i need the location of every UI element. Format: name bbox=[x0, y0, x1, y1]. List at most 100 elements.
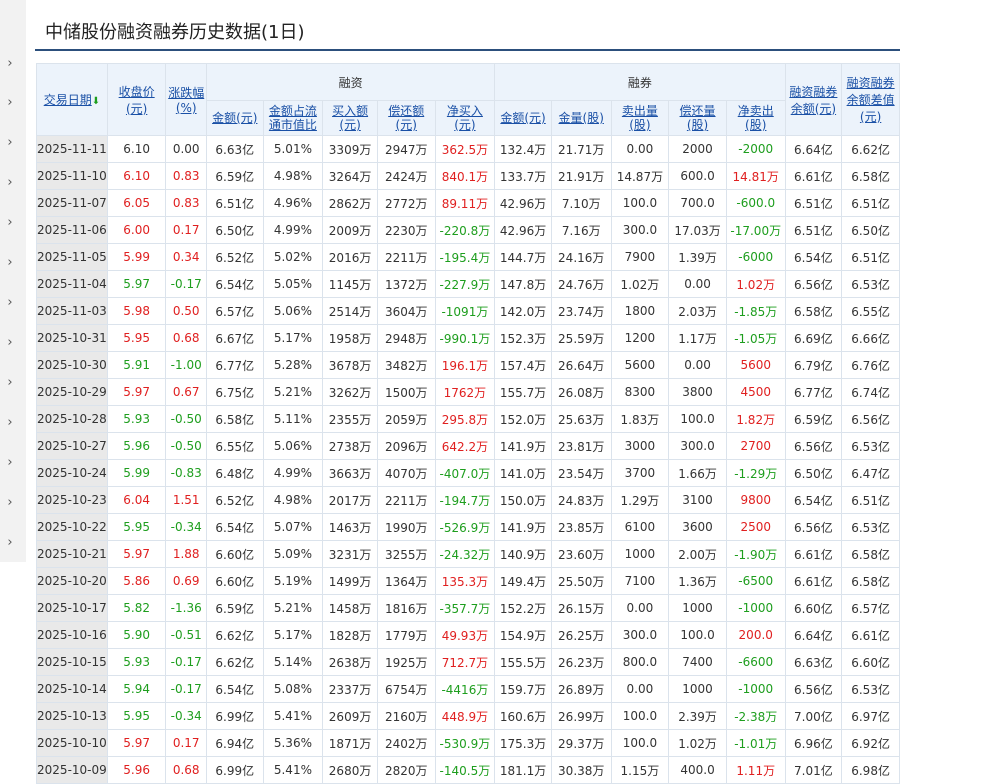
cell-sec-repay: 3800 bbox=[668, 378, 727, 406]
col-header-fin-buy[interactable]: 买入额 (元) bbox=[322, 100, 378, 136]
sec-sell-sort-link[interactable]: 卖出量 (股) bbox=[621, 104, 658, 132]
chevron-right-icon[interactable]: › bbox=[7, 255, 13, 270]
chevron-right-icon[interactable]: › bbox=[7, 135, 13, 150]
cell-total-balance: 6.79亿 bbox=[784, 351, 843, 379]
sec-volume-sort-link[interactable]: 金量(股) bbox=[558, 111, 604, 125]
col-header-fin-ratio[interactable]: 金额占流 通市值比 bbox=[262, 100, 324, 136]
fin-net-sort-link[interactable]: 净买入 (元) bbox=[446, 104, 483, 132]
chevron-right-icon[interactable]: › bbox=[7, 295, 13, 310]
close-sort-link[interactable]: 收盘价 (元) bbox=[118, 84, 155, 116]
cell-diff: 6.47亿 bbox=[841, 459, 900, 487]
col-header-fin-repay[interactable]: 偿还额 (元) bbox=[376, 100, 436, 136]
cell-sec-balance: 149.4万 bbox=[494, 567, 552, 595]
chevron-right-icon[interactable]: › bbox=[7, 175, 13, 190]
col-header-total-balance[interactable]: 融资融券 余额(元) bbox=[784, 63, 843, 136]
cell-sec-net: -1000 bbox=[725, 675, 786, 703]
cell-date: 2025-10-30 bbox=[36, 351, 108, 379]
change-sort-link[interactable]: 涨跌幅 (%) bbox=[168, 86, 205, 115]
cell-fin-balance: 6.59亿 bbox=[205, 162, 264, 190]
chevron-right-icon[interactable]: › bbox=[7, 495, 13, 510]
cell-fin-net: -195.4万 bbox=[434, 243, 496, 271]
col-header-sec-volume[interactable]: 金量(股) bbox=[550, 100, 612, 136]
cell-close: 5.97 bbox=[106, 729, 167, 757]
col-header-fin-balance[interactable]: 金额(元) bbox=[205, 100, 264, 136]
cell-date: 2025-10-31 bbox=[36, 324, 108, 352]
cell-change: -0.50 bbox=[165, 405, 207, 433]
cell-sec-repay: 0.00 bbox=[668, 351, 727, 379]
diff-sort-link[interactable]: 融资融券 余额差值 (元) bbox=[846, 76, 895, 124]
chevron-right-icon[interactable]: › bbox=[7, 335, 13, 350]
chevron-right-icon[interactable]: › bbox=[7, 535, 13, 550]
cell-fin-ratio: 5.21% bbox=[262, 378, 324, 406]
col-header-sec-net[interactable]: 净卖出 (股) bbox=[725, 100, 786, 136]
cell-sec-sell: 7900 bbox=[610, 243, 670, 271]
cell-fin-buy: 2337万 bbox=[322, 675, 378, 703]
fin-balance-sort-link[interactable]: 金额(元) bbox=[212, 111, 258, 125]
cell-sec-sell: 100.0 bbox=[610, 729, 670, 757]
cell-change: 0.68 bbox=[165, 324, 207, 352]
col-header-date[interactable]: 交易日期⬇ bbox=[36, 63, 108, 136]
col-header-change[interactable]: 涨跌幅 (%) bbox=[165, 63, 207, 136]
cell-fin-ratio: 5.11% bbox=[262, 405, 324, 433]
chevron-right-icon[interactable]: › bbox=[7, 56, 13, 71]
cell-fin-buy: 2514万 bbox=[322, 297, 378, 325]
cell-sec-sell: 1.83万 bbox=[610, 405, 670, 433]
chevron-right-icon[interactable]: › bbox=[7, 455, 13, 470]
cell-fin-buy: 1145万 bbox=[322, 270, 378, 298]
cell-fin-ratio: 5.07% bbox=[262, 513, 324, 541]
cell-sec-repay: 100.0 bbox=[668, 621, 727, 649]
cell-sec-volume: 26.15万 bbox=[550, 594, 612, 622]
cell-change: 0.17 bbox=[165, 729, 207, 757]
cell-fin-net: 448.9万 bbox=[434, 702, 496, 730]
cell-fin-repay: 1779万 bbox=[376, 621, 436, 649]
cell-fin-balance: 6.60亿 bbox=[205, 540, 264, 568]
date-sort-link[interactable]: 交易日期 bbox=[43, 93, 92, 107]
cell-fin-ratio: 5.14% bbox=[262, 648, 324, 676]
fin-ratio-sort-link[interactable]: 金额占流 通市值比 bbox=[268, 104, 317, 132]
cell-fin-net: -227.9万 bbox=[434, 270, 496, 298]
cell-sec-sell: 100.0 bbox=[610, 189, 670, 217]
cell-sec-net: 9800 bbox=[725, 486, 786, 514]
cell-sec-balance: 181.1万 bbox=[494, 756, 552, 784]
col-header-sec-sell[interactable]: 卖出量 (股) bbox=[610, 100, 670, 136]
col-header-fin-net[interactable]: 净买入 (元) bbox=[434, 100, 496, 136]
table-row: 2025-10-29 5.97 0.67 6.75亿 5.21% 3262万 1500万 17… bbox=[36, 378, 900, 406]
col-header-close[interactable]: 收盘价 (元) bbox=[106, 63, 167, 136]
cell-sec-repay: 1.17万 bbox=[668, 324, 727, 352]
cell-fin-buy: 1871万 bbox=[322, 729, 378, 757]
col-header-sec-repay[interactable]: 偿还量 (股) bbox=[668, 100, 727, 136]
col-header-sec-balance[interactable]: 金额(元) bbox=[494, 100, 552, 136]
cell-fin-ratio: 5.21% bbox=[262, 594, 324, 622]
sort-down-icon[interactable]: ⬇ bbox=[91, 96, 101, 107]
cell-sec-volume: 26.25万 bbox=[550, 621, 612, 649]
cell-fin-buy: 2016万 bbox=[322, 243, 378, 271]
chevron-right-icon[interactable]: › bbox=[7, 95, 13, 110]
cell-sec-net: 2700 bbox=[725, 432, 786, 460]
cell-sec-volume: 21.91万 bbox=[550, 162, 612, 190]
cell-total-balance: 6.59亿 bbox=[784, 405, 843, 433]
cell-date: 2025-10-09 bbox=[36, 756, 108, 784]
sec-net-sort-link[interactable]: 净卖出 (股) bbox=[737, 104, 774, 132]
chevron-right-icon[interactable]: › bbox=[7, 415, 13, 430]
cell-sec-net: -6500 bbox=[725, 567, 786, 595]
chevron-right-icon[interactable]: › bbox=[7, 215, 13, 230]
cell-date: 2025-11-05 bbox=[36, 243, 108, 271]
cell-sec-balance: 154.9万 bbox=[494, 621, 552, 649]
fin-repay-sort-link[interactable]: 偿还额 (元) bbox=[388, 104, 425, 132]
cell-fin-net: -990.1万 bbox=[434, 324, 496, 352]
cell-change: 0.17 bbox=[165, 216, 207, 244]
sec-balance-sort-link[interactable]: 金额(元) bbox=[500, 111, 546, 125]
cell-fin-net: -357.7万 bbox=[434, 594, 496, 622]
cell-change: 0.69 bbox=[165, 567, 207, 595]
title-divider bbox=[35, 49, 900, 51]
cell-fin-buy: 3262万 bbox=[322, 378, 378, 406]
cell-close: 6.00 bbox=[106, 216, 167, 244]
chevron-right-icon[interactable]: › bbox=[7, 375, 13, 390]
cell-fin-balance: 6.54亿 bbox=[205, 513, 264, 541]
fin-buy-sort-link[interactable]: 买入额 (元) bbox=[332, 104, 369, 132]
sec-repay-sort-link[interactable]: 偿还量 (股) bbox=[679, 104, 716, 132]
table-row: 2025-10-14 5.94 -0.17 6.54亿 5.08% 2337万 6754万 -… bbox=[36, 675, 900, 703]
cell-sec-volume: 21.71万 bbox=[550, 135, 612, 163]
total-balance-sort-link[interactable]: 融资融券 余额(元) bbox=[789, 84, 838, 116]
col-header-diff[interactable]: 融资融券 余额差值 (元) bbox=[841, 63, 900, 136]
